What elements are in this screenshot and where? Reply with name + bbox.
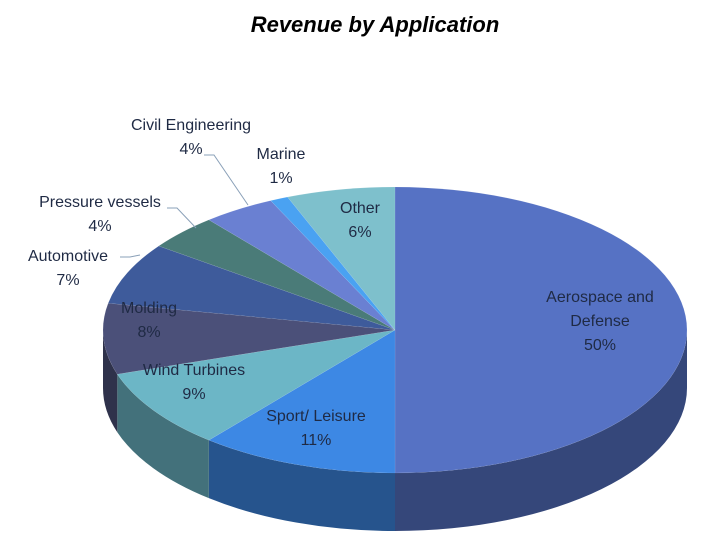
label-name: Civil Engineering: [130, 117, 252, 134]
pie-slice-1[interactable]: [208, 329, 396, 474]
chart-title: Revenue by Application: [250, 12, 500, 37]
leader-line-2: [120, 254, 141, 258]
label-other: Other 6%: [340, 197, 380, 245]
pie-slice-7[interactable]: [270, 196, 396, 331]
label-aerospace: Aerospace and Defense 50%: [535, 286, 665, 358]
pie-slice-6[interactable]: [208, 200, 396, 331]
pie-slice-0[interactable]: [394, 186, 688, 474]
label-pct: 6%: [348, 224, 372, 241]
label-name: Automotive: [27, 248, 109, 265]
label-name: Other: [339, 200, 381, 217]
leader-line-1: [167, 207, 197, 229]
label-name: Aerospace and Defense: [546, 289, 654, 330]
label-name: Marine: [256, 146, 306, 163]
pie-side-2: [117, 374, 209, 499]
pie-side-0: [395, 330, 687, 531]
label-automotive: Automotive 7%: [28, 245, 108, 293]
pie-slice-2[interactable]: [116, 329, 396, 441]
label-name: Molding: [120, 300, 178, 317]
label-pct: 9%: [182, 386, 206, 403]
label-sport: Sport/ Leisure 11%: [266, 405, 366, 453]
label-pct: 11%: [300, 432, 332, 449]
label-name: Pressure vessels: [39, 194, 161, 211]
label-pct: 7%: [56, 272, 80, 289]
label-pct: 8%: [137, 324, 161, 341]
pie-side-3: [103, 330, 118, 433]
pie-side-1: [208, 440, 395, 531]
label-civil: Civil Engineering 4%: [131, 114, 251, 162]
pie-slice-4[interactable]: [107, 245, 396, 331]
label-marine: Marine 1%: [257, 143, 306, 191]
label-molding: Molding 8%: [121, 297, 177, 345]
pie-slice-3[interactable]: [102, 302, 396, 375]
leader-line-0: [204, 154, 249, 206]
label-pct: 50%: [583, 337, 617, 354]
pie-slice-8[interactable]: [287, 186, 396, 331]
pie-slice-5[interactable]: [158, 219, 396, 331]
label-name: Wind Turbines: [142, 362, 246, 379]
label-pct: 4%: [88, 218, 112, 235]
label-pressure: Pressure vessels 4%: [39, 191, 161, 239]
label-pct: 1%: [269, 170, 293, 187]
label-wind: Wind Turbines 9%: [143, 359, 245, 407]
label-name: Sport/ Leisure: [266, 408, 366, 425]
label-pct: 4%: [179, 141, 203, 158]
